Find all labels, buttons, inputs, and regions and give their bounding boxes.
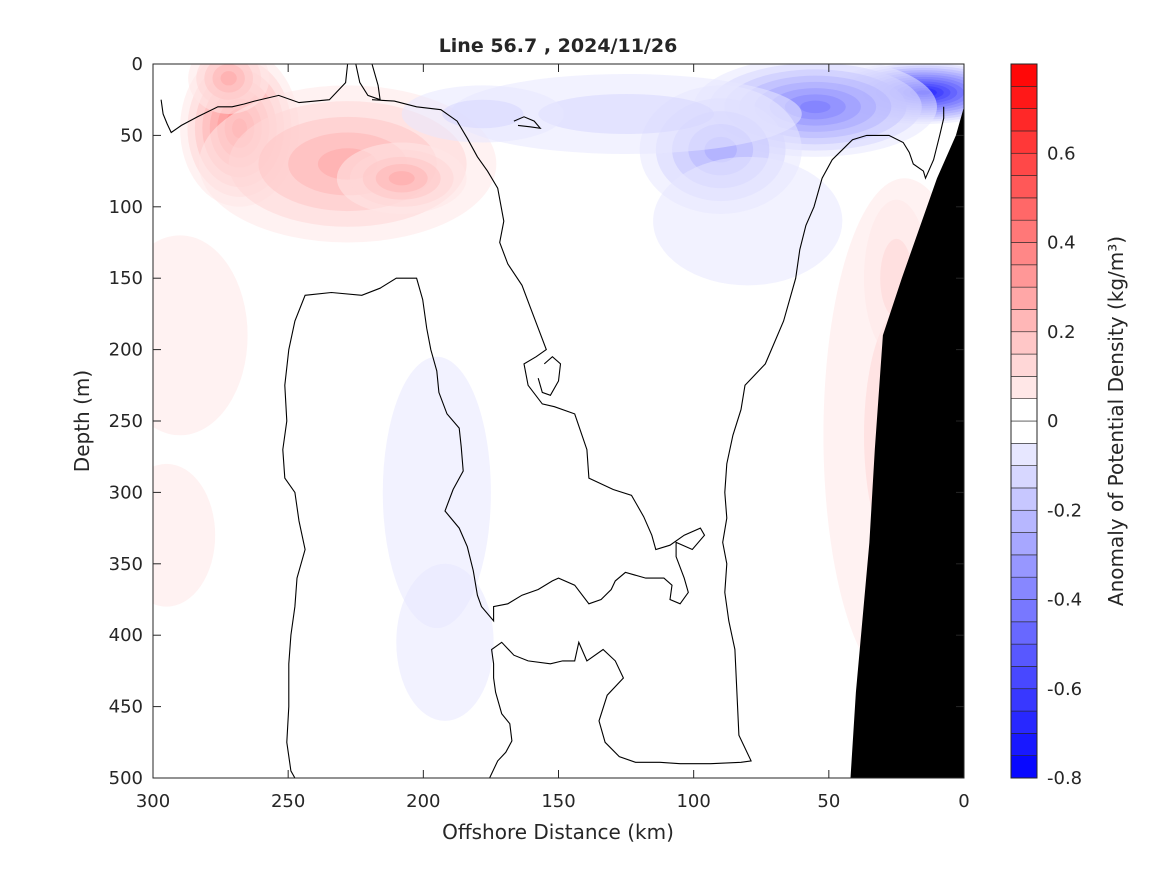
colorbar-segment (1010, 643, 1038, 667)
y-tick-label: 150 (109, 268, 143, 289)
anomaly-region (396, 563, 494, 721)
colorbar-tick-label: -0.4 (1047, 590, 1082, 611)
x-tick-label: 200 (406, 791, 440, 812)
y-tick-label: 100 (109, 197, 143, 218)
y-tick-label: 350 (109, 554, 143, 575)
colorbar-tick-label: 0.2 (1047, 322, 1076, 343)
colorbar-segment (1010, 331, 1038, 355)
colorbar-segment (1010, 376, 1038, 399)
colorbar-tick-label: 0 (1047, 411, 1058, 432)
colorbar-segment (1010, 309, 1038, 333)
colorbar-segment (1010, 398, 1038, 422)
zero-contour (537, 355, 562, 396)
zero-contour (160, 64, 349, 134)
anomaly-region (153, 463, 216, 607)
anomaly-region (800, 100, 831, 114)
colorbar-segment (1010, 219, 1038, 243)
colorbar-segment (1010, 108, 1038, 132)
colorbar-segment (1010, 710, 1038, 734)
colorbar-segment (1010, 599, 1038, 623)
colorbar-tick-label: -0.6 (1047, 679, 1082, 700)
colorbar-segment (1010, 175, 1038, 199)
anomaly-region (653, 156, 843, 286)
x-tick-label: 0 (958, 791, 969, 812)
colorbar-tick-label: 0.4 (1047, 233, 1076, 254)
colorbar-segment (1010, 621, 1038, 645)
colorbar-segment (1010, 576, 1038, 600)
colorbar-segment (1010, 130, 1038, 154)
colorbar-tick-label: 0.6 (1047, 143, 1076, 164)
y-tick-label: 450 (109, 697, 143, 718)
colorbar-segment (1010, 733, 1038, 756)
colorbar-segment (1010, 443, 1038, 466)
colorbar-tick-label: -0.8 (1047, 768, 1082, 789)
x-axis: 300 250 200 150 100 50 0 (136, 64, 970, 812)
colorbar-segment (1010, 554, 1038, 578)
colorbar-segment (1010, 465, 1038, 489)
x-tick-label: 100 (676, 791, 710, 812)
bathymetry (850, 106, 964, 778)
y-axis-label: Depth (m) (70, 370, 94, 472)
y-tick-label: 300 (109, 482, 143, 503)
colorbar-segment (1010, 755, 1038, 779)
x-tick-label: 50 (817, 791, 840, 812)
zero-contour (513, 116, 542, 130)
zero-contours (160, 64, 945, 778)
colorbar-segment (1010, 63, 1038, 87)
colorbar-segment (1010, 509, 1038, 533)
anomaly-region (388, 171, 415, 186)
colorbar-segment (1010, 286, 1038, 310)
colorbar-segment (1010, 666, 1038, 690)
y-tick-label: 500 (109, 768, 143, 789)
x-tick-label: 300 (136, 791, 170, 812)
colorbar-segment (1010, 353, 1038, 377)
colorbar-segment (1010, 152, 1038, 176)
anomaly-region (442, 99, 524, 129)
y-tick-label: 250 (109, 411, 143, 432)
colorbar-segment (1010, 242, 1038, 266)
colorbar-segment (1010, 532, 1038, 556)
colorbar-segment (1010, 86, 1038, 109)
colorbar-segment (1010, 688, 1038, 712)
colorbar: -0.8 -0.6 -0.4 -0.2 0 0.2 0.4 0.6 (1010, 63, 1082, 789)
x-tick-label: 250 (271, 791, 305, 812)
zero-contour (282, 99, 706, 778)
x-tick-label: 150 (541, 791, 575, 812)
anomaly-region (153, 235, 248, 436)
seafloor (850, 106, 964, 778)
colorbar-segment (1010, 197, 1038, 221)
zero-contour (355, 64, 381, 101)
anomaly-region (220, 71, 237, 86)
y-tick-label: 50 (120, 125, 143, 146)
colorbar-frame (1010, 63, 1038, 779)
y-tick-label: 400 (109, 625, 143, 646)
colorbar-tick-label: -0.2 (1047, 500, 1082, 521)
x-axis-label: Offshore Distance (km) (442, 820, 674, 844)
anomaly-region (538, 93, 714, 134)
y-tick-label: 200 (109, 340, 143, 361)
y-axis: 0 50 100 150 200 250 300 350 400 450 500 (109, 54, 964, 789)
plot-area: 300 250 200 150 100 50 0 050100150200250300350… (109, 54, 970, 812)
y-tick-label: 0 (132, 54, 143, 75)
colorbar-segment (1010, 420, 1038, 444)
chart-title: Line 56.7 , 2024/11/26 (439, 35, 678, 57)
colorbar-segment (1010, 487, 1038, 511)
anomaly-region (382, 356, 491, 629)
colorbar-segment (1010, 264, 1038, 288)
colorbar-label: Anomaly of Potential Density (kg/m³) (1104, 236, 1128, 606)
zero-contour (489, 106, 945, 778)
